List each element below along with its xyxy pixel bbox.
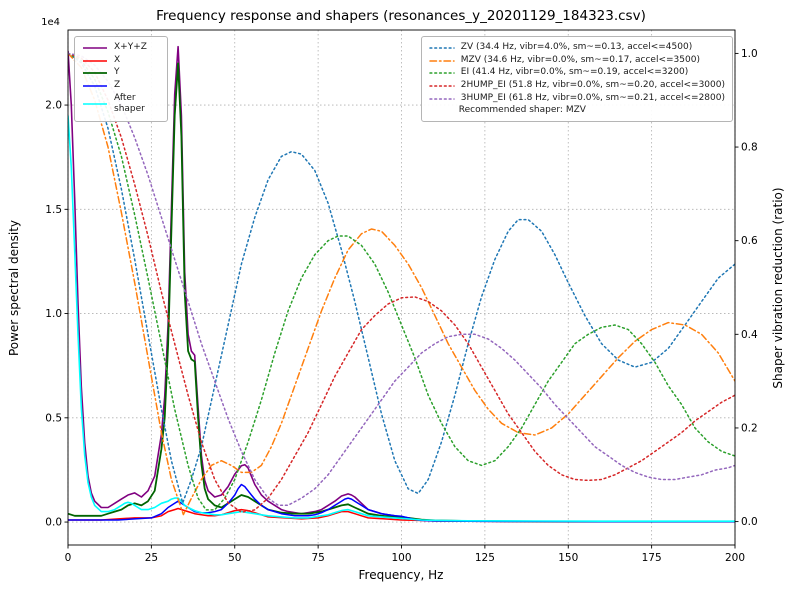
series-shaper-ei bbox=[68, 52, 735, 511]
x-tick-label: 125 bbox=[475, 552, 495, 564]
legend-line-sample bbox=[429, 59, 455, 62]
y-left-tick-label: 1.0 bbox=[45, 308, 62, 320]
legend-label: X+Y+Z bbox=[114, 42, 147, 52]
x-tick-label: 0 bbox=[65, 552, 72, 564]
legend-psd: X+Y+Z X Y Z After shaper bbox=[74, 36, 168, 123]
legend-line-sample bbox=[83, 47, 107, 49]
series-shaper-zv bbox=[68, 52, 735, 504]
y-right-tick-label: 0.6 bbox=[741, 235, 758, 247]
y-right-tick-label: 1.0 bbox=[741, 48, 758, 60]
series-psd-x bbox=[68, 507, 735, 523]
y-right-tick-label: 0.8 bbox=[741, 142, 758, 154]
series-psd-y bbox=[68, 62, 735, 523]
recommended-shaper-note: Recommended shaper: MZV bbox=[458, 105, 586, 116]
y-left-tick-label: 2.0 bbox=[45, 100, 62, 112]
legend-label: 2HUMP_EI (51.8 Hz, vibr=0.0%, sm~=0.20, … bbox=[460, 80, 725, 91]
x-tick-label: 100 bbox=[391, 552, 411, 564]
legend-shapers-entries: ZV (34.4 Hz, vibr=4.0%, sm~=0.13, accel<… bbox=[429, 42, 725, 104]
legend-psd-entries: X+Y+Z X Y Z After shaper bbox=[82, 42, 160, 116]
x-tick-label: 200 bbox=[725, 552, 745, 564]
legend-label: 3HUMP_EI (61.8 Hz, vibr=0.0%, sm~=0.21, … bbox=[460, 92, 725, 103]
legend-item-shaper-2hump-ei: 2HUMP_EI (51.8 Hz, vibr=0.0%, sm~=0.20, … bbox=[429, 80, 725, 92]
x-tick-label: 75 bbox=[311, 552, 324, 564]
legend-item-psd-y: Y bbox=[82, 67, 160, 79]
series-shaper-mzv bbox=[68, 52, 735, 516]
legend-label: Y bbox=[114, 67, 120, 78]
legend-label: EI (41.4 Hz, vibr=0.0%, sm~=0.19, accel<… bbox=[460, 67, 689, 78]
series-psd-after-shaper bbox=[68, 115, 735, 522]
legend-label: X bbox=[114, 54, 121, 65]
legend-line-sample bbox=[83, 103, 107, 106]
legend-line-sample bbox=[83, 59, 107, 62]
legend-item-shaper-zv: ZV (34.4 Hz, vibr=4.0%, sm~=0.13, accel<… bbox=[429, 42, 725, 54]
x-axis-label: Frequency, Hz bbox=[359, 568, 444, 582]
legend-line-sample bbox=[83, 85, 107, 87]
legend-item-psd-sum: X+Y+Z bbox=[82, 42, 160, 54]
series-shaper-3hump-ei bbox=[68, 52, 735, 506]
y-left-tick-label: 1.5 bbox=[45, 204, 62, 216]
y-left-tick-label: 0.0 bbox=[45, 517, 62, 529]
legend-line-sample bbox=[429, 85, 455, 87]
y-left-axis-label: Power spectral density bbox=[7, 220, 21, 356]
plot-series bbox=[68, 45, 735, 523]
y-right-tick-label: 0.2 bbox=[741, 422, 758, 434]
legend-item-shaper-3hump-ei: 3HUMP_EI (61.8 Hz, vibr=0.0%, sm~=0.21, … bbox=[429, 93, 725, 105]
legend-line-sample bbox=[83, 72, 107, 75]
axes-spines-ticks bbox=[64, 29, 739, 549]
legend-item-psd-after-shaper: After shaper bbox=[82, 93, 160, 116]
legend-item-shaper-ei: EI (41.4 Hz, vibr=0.0%, sm~=0.19, accel<… bbox=[429, 67, 725, 79]
legend-label: MZV (34.6 Hz, vibr=0.0%, sm~=0.17, accel… bbox=[460, 54, 700, 65]
legend-label: ZV (34.4 Hz, vibr=4.0%, sm~=0.13, accel<… bbox=[460, 42, 693, 52]
legend-line-sample bbox=[429, 72, 455, 74]
y-left-tick-label: 0.5 bbox=[45, 412, 62, 424]
y-left-offset-text: 1e4 bbox=[41, 17, 60, 28]
x-tick-label: 175 bbox=[642, 552, 662, 564]
y-right-tick-label: 0.4 bbox=[741, 329, 758, 341]
legend-line-sample bbox=[429, 47, 455, 49]
legend-label: Z bbox=[114, 80, 121, 91]
legend-item-shaper-mzv: MZV (34.6 Hz, vibr=0.0%, sm~=0.17, accel… bbox=[429, 55, 725, 67]
x-tick-label: 25 bbox=[145, 552, 158, 564]
legend-line-sample bbox=[429, 97, 455, 100]
legend-label: After shaper bbox=[114, 92, 145, 115]
series-shaper-2hump-ei bbox=[68, 52, 735, 513]
legend-item-psd-x: X bbox=[82, 55, 160, 67]
legend-item-psd-z: Z bbox=[82, 80, 160, 92]
tick-labels: 0 25 50 75 100 125 150 175 200 0.0 0.5 1.0 1.5 2.0 0.0… bbox=[45, 48, 758, 564]
x-tick-label: 150 bbox=[558, 552, 578, 564]
y-right-tick-label: 0.0 bbox=[741, 516, 758, 528]
x-tick-label: 50 bbox=[228, 552, 241, 564]
legend-shapers: ZV (34.4 Hz, vibr=4.0%, sm~=0.13, accel<… bbox=[420, 36, 733, 123]
y-right-axis-label: Shaper vibration reduction (ratio) bbox=[771, 187, 785, 388]
chart-title: Frequency response and shapers (resonanc… bbox=[156, 8, 646, 24]
